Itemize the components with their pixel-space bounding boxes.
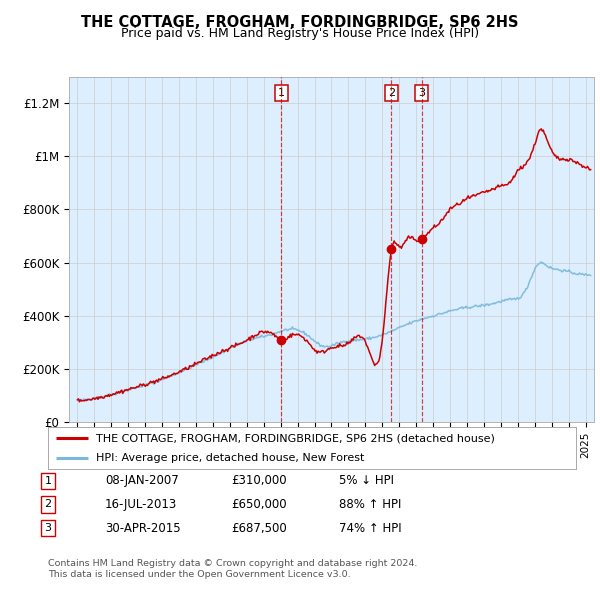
- Text: 3: 3: [44, 523, 52, 533]
- Text: 1: 1: [44, 476, 52, 486]
- Text: 1: 1: [278, 88, 285, 97]
- Text: 3: 3: [418, 88, 425, 97]
- Text: 74% ↑ HPI: 74% ↑ HPI: [339, 522, 401, 535]
- Text: 88% ↑ HPI: 88% ↑ HPI: [339, 498, 401, 511]
- Text: Price paid vs. HM Land Registry's House Price Index (HPI): Price paid vs. HM Land Registry's House …: [121, 27, 479, 40]
- Text: 5% ↓ HPI: 5% ↓ HPI: [339, 474, 394, 487]
- Text: £687,500: £687,500: [231, 522, 287, 535]
- Text: 16-JUL-2013: 16-JUL-2013: [105, 498, 177, 511]
- Text: 08-JAN-2007: 08-JAN-2007: [105, 474, 179, 487]
- Text: £650,000: £650,000: [231, 498, 287, 511]
- Text: THE COTTAGE, FROGHAM, FORDINGBRIDGE, SP6 2HS (detached house): THE COTTAGE, FROGHAM, FORDINGBRIDGE, SP6…: [95, 433, 494, 443]
- Text: Contains HM Land Registry data © Crown copyright and database right 2024.: Contains HM Land Registry data © Crown c…: [48, 559, 418, 568]
- Text: £310,000: £310,000: [231, 474, 287, 487]
- Text: 30-APR-2015: 30-APR-2015: [105, 522, 181, 535]
- Text: 2: 2: [44, 500, 52, 509]
- Text: THE COTTAGE, FROGHAM, FORDINGBRIDGE, SP6 2HS: THE COTTAGE, FROGHAM, FORDINGBRIDGE, SP6…: [81, 15, 519, 30]
- Text: This data is licensed under the Open Government Licence v3.0.: This data is licensed under the Open Gov…: [48, 571, 350, 579]
- Text: HPI: Average price, detached house, New Forest: HPI: Average price, detached house, New …: [95, 453, 364, 463]
- Text: 2: 2: [388, 88, 395, 97]
